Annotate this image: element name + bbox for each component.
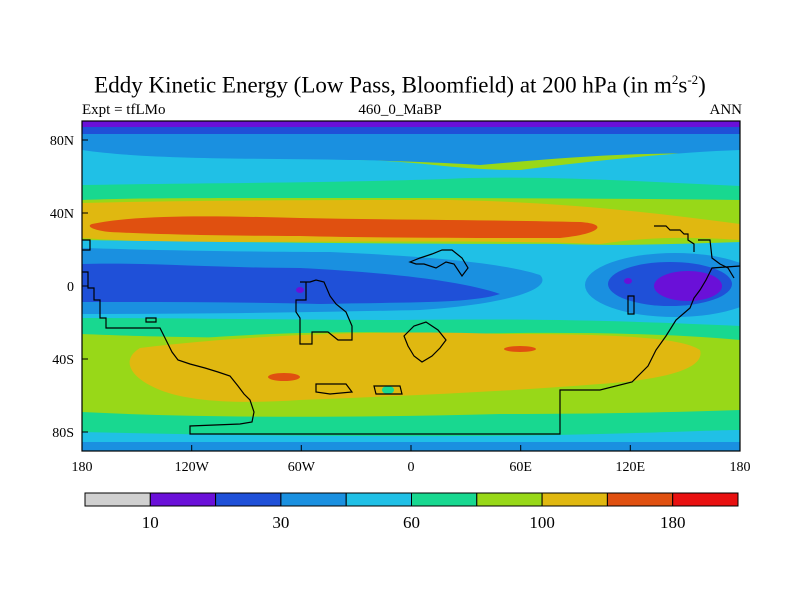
experiment-label: Expt = tfLMo [82, 102, 166, 118]
coast-landmass-b [295, 279, 353, 345]
coastlines [82, 225, 740, 435]
south-orange-spot-a [268, 373, 300, 381]
y-tick-labels: 80N 40N 0 40S 80S [50, 134, 74, 441]
jet-core-orange [89, 216, 598, 238]
tropical-blue-region [82, 263, 500, 304]
season-label: ANN [709, 102, 743, 118]
coast-landmass-c [408, 249, 469, 278]
y-tick-label: 80S [52, 426, 74, 441]
colorbar-box [280, 492, 347, 507]
x-tick-label: 0 [408, 460, 415, 475]
north-blue-band [82, 127, 740, 135]
north-midblue-band [82, 134, 740, 165]
contour-field [82, 121, 740, 451]
south-green-spot [382, 386, 394, 394]
north-pole-band [82, 121, 740, 127]
x-tick-labels: 180 120W 60W 0 60E 120E 180 [72, 460, 751, 475]
coast-island-g [627, 295, 635, 315]
pacific-purple-spot [624, 278, 632, 284]
tropical-purple-spot [296, 287, 304, 293]
colorbar-box [476, 492, 543, 507]
x-tick-label: 120W [175, 460, 210, 475]
colorbar-label: 180 [660, 513, 686, 532]
x-tick-label: 60E [509, 460, 532, 475]
colorbar-label: 10 [142, 513, 159, 532]
colorbar [84, 492, 739, 507]
south-orange-spot-b [504, 346, 536, 352]
colorbar-box [84, 492, 151, 507]
coast-south-continent [82, 265, 740, 435]
x-tick-label: 180 [72, 460, 93, 475]
coast-northeast-a [654, 225, 695, 252]
coast-island-f [373, 385, 403, 395]
colorbar-box [672, 492, 739, 507]
colorbar-box [606, 492, 674, 507]
y-tick-label: 40N [50, 207, 74, 222]
coast-northeast-b [698, 239, 735, 279]
coast-island-a [145, 317, 157, 323]
colorbar-label: 30 [272, 513, 289, 532]
x-tick-label: 60W [288, 460, 316, 475]
colorbar-label: 100 [529, 513, 555, 532]
y-tick-label: 80N [50, 134, 74, 149]
colorbar-box [215, 492, 282, 507]
case-label: 460_0_MaBP [358, 102, 442, 118]
x-tick-label: 180 [730, 460, 751, 475]
x-tick-label: 120E [616, 460, 646, 475]
y-tick-label: 40S [52, 353, 74, 368]
north-green-band [82, 177, 740, 200]
south-yellow-region [129, 332, 701, 402]
colorbar-box [345, 492, 413, 507]
axis-ticks [81, 139, 741, 451]
plot-title: Eddy Kinetic Energy (Low Pass, Bloomfiel… [94, 72, 706, 98]
coast-island-e [315, 383, 354, 395]
coast-landmass-d [403, 321, 447, 363]
colorbar-box [149, 492, 217, 507]
colorbar-labels: 10 30 60 100 180 [142, 513, 686, 532]
pacific-purple-core [654, 271, 722, 301]
colorbar-box [411, 492, 478, 507]
y-tick-label: 0 [67, 280, 74, 295]
coast-west-edge [82, 239, 91, 251]
colorbar-label: 60 [403, 513, 420, 532]
colorbar-box [541, 492, 608, 507]
